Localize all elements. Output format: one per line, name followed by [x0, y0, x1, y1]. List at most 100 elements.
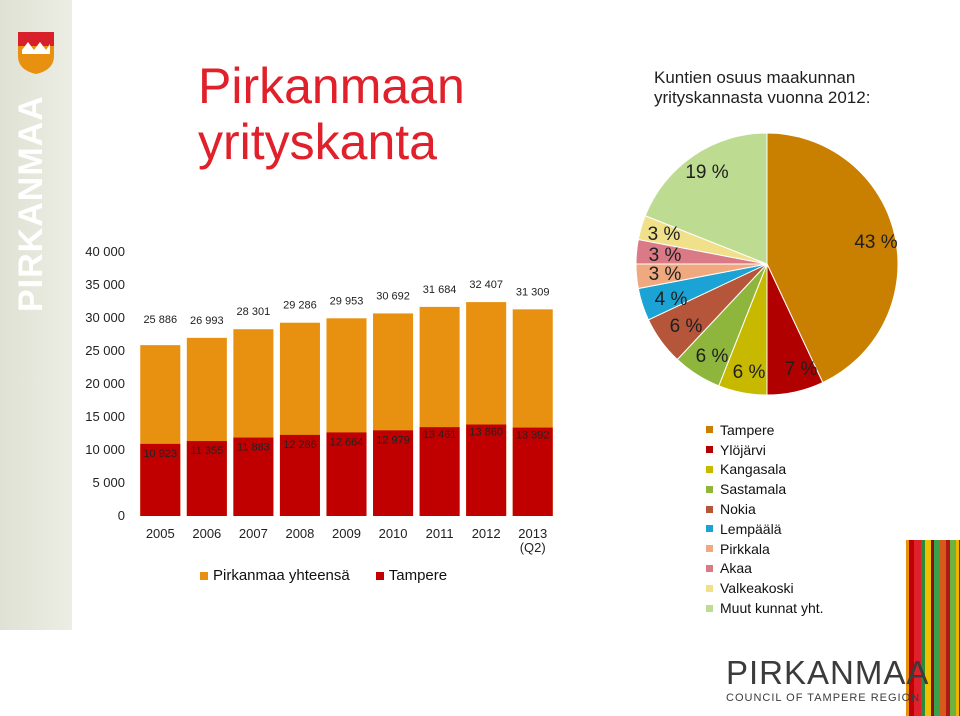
- legend-label: Valkeakoski: [720, 580, 794, 597]
- x-tick-label: 2007: [239, 526, 268, 541]
- bar-tampere: [466, 424, 507, 516]
- y-tick-label: 0: [118, 508, 125, 523]
- pie-legend-item: Valkeakoski: [706, 578, 824, 598]
- legend-label: Sastamala: [720, 481, 787, 498]
- pie-slice-label: 4 %: [655, 289, 688, 310]
- x-tick-label: 2009: [332, 526, 361, 541]
- legend-label: Akaa: [720, 560, 752, 577]
- data-label-tampere: 12 979: [376, 434, 410, 446]
- pie-legend-item: Sastamala: [706, 479, 824, 499]
- legend-swatch: [706, 505, 713, 513]
- data-label-tampere: 13 392: [516, 430, 550, 442]
- legend-label: Pirkanmaa yhteensä: [213, 567, 350, 584]
- bar-tampere: [326, 432, 367, 516]
- data-label-tampere: 11 355: [190, 445, 223, 457]
- pie-slice: [644, 132, 768, 265]
- x-tick-label: 2005: [146, 526, 175, 541]
- legend-label: Tampere: [720, 421, 775, 438]
- pie-slice-label: 6 %: [670, 316, 703, 337]
- pie-slice-label: 3 %: [649, 264, 682, 285]
- bar-tampere: [279, 434, 320, 516]
- bar-legend: Pirkanmaa yhteensä Tampere: [200, 567, 473, 584]
- pie-slice-label: 7 %: [785, 359, 818, 380]
- data-label-tampere: 10 923: [143, 448, 177, 460]
- data-label-tampere: 12 286: [283, 439, 317, 451]
- logo-subtitle: COUNCIL OF TAMPERE REGION: [726, 692, 921, 704]
- pie-title: Kuntien osuus maakunnan yrityskannasta v…: [654, 68, 871, 107]
- y-tick-label: 15 000: [85, 409, 125, 424]
- legend-label: Ylöjärvi: [720, 441, 766, 458]
- legend-swatch: [706, 525, 713, 533]
- legend-label: Muut kunnat yht.: [720, 600, 824, 617]
- pie-slice-label: 43 %: [854, 232, 897, 253]
- decorative-stripes: [906, 540, 960, 716]
- legend-swatch: [375, 571, 384, 580]
- x-tick-label: 2008: [285, 526, 314, 541]
- pie-legend-item: Ylöjärvi: [706, 440, 824, 460]
- legend-swatch: [706, 584, 713, 592]
- legend-swatch: [706, 545, 713, 553]
- legend-item-pirkanmaa: Pirkanmaa yhteensä: [200, 567, 350, 584]
- pie-legend-item: Akaa: [706, 559, 824, 579]
- data-label-tampere: 13 461: [423, 429, 457, 441]
- pie-legend-item: Muut kunnat yht.: [706, 598, 824, 618]
- pie-legend: Tampere Ylöjärvi Kangasala Sastamala Nokia Le…: [706, 420, 824, 618]
- x-tick-label: (Q2): [520, 540, 546, 555]
- legend-swatch: [706, 485, 713, 493]
- legend-item-tampere: Tampere: [375, 567, 448, 584]
- legend-label: Tampere: [388, 567, 448, 584]
- pie-slice-label: 3 %: [649, 245, 682, 266]
- bar-tampere: [512, 427, 553, 516]
- data-label-pirkanmaa: 29 953: [330, 295, 364, 307]
- footer-logo: PIRKANMAA COUNCIL OF TAMPERE REGION: [726, 654, 930, 705]
- data-label-pirkanmaa: 30 692: [376, 290, 410, 302]
- x-tick-label: 2013: [518, 526, 547, 541]
- page-title: Pirkanmaan yrityskanta: [198, 58, 465, 170]
- bar-tampere: [233, 437, 274, 516]
- data-label-tampere: 12 664: [330, 436, 364, 448]
- legend-swatch: [706, 426, 713, 434]
- side-band: [0, 0, 72, 630]
- pie-slice-label: 19 %: [685, 162, 728, 183]
- legend-label: Lempäälä: [720, 520, 782, 537]
- logo-name: PIRKANMAA: [726, 654, 930, 691]
- y-tick-label: 25 000: [85, 343, 125, 358]
- pie-legend-item: Nokia: [706, 499, 824, 519]
- data-label-pirkanmaa: 31 684: [423, 284, 457, 296]
- data-label-tampere: 11 883: [237, 442, 270, 454]
- pie-legend-item: Kangasala: [706, 460, 824, 480]
- data-label-pirkanmaa: 28 301: [237, 306, 271, 318]
- x-tick-label: 2012: [472, 526, 501, 541]
- pie-legend-item: Lempäälä: [706, 519, 824, 539]
- legend-swatch: [200, 571, 208, 580]
- y-tick-label: 5 000: [92, 475, 125, 490]
- legend-label: Nokia: [720, 501, 756, 518]
- bar-tampere: [373, 430, 414, 516]
- pie-slice: [766, 132, 899, 384]
- pie-legend-item: Pirkkala: [706, 539, 824, 559]
- data-label-pirkanmaa: 25 886: [143, 314, 177, 326]
- y-tick-label: 10 000: [85, 442, 125, 457]
- legend-label: Pirkkala: [720, 540, 770, 557]
- y-tick-label: 30 000: [85, 310, 125, 325]
- legend-swatch: [706, 446, 713, 454]
- legend-swatch: [706, 564, 713, 572]
- pie-legend-item: Tampere: [706, 420, 824, 440]
- data-label-pirkanmaa: 32 407: [469, 279, 503, 291]
- y-tick-label: 35 000: [85, 277, 125, 292]
- x-tick-label: 2011: [426, 526, 454, 541]
- legend-swatch: [706, 604, 713, 612]
- y-tick-label: 20 000: [85, 376, 125, 391]
- pie-slice-label: 6 %: [733, 362, 766, 383]
- bar-tampere: [140, 443, 181, 516]
- crest-icon: [18, 32, 54, 74]
- legend-swatch: [706, 465, 713, 473]
- data-label-pirkanmaa: 29 286: [283, 300, 317, 312]
- data-label-pirkanmaa: 31 309: [516, 286, 550, 298]
- pie-slice-label: 6 %: [696, 346, 729, 367]
- legend-label: Kangasala: [720, 461, 787, 478]
- x-tick-label: 2006: [192, 526, 221, 541]
- y-tick-label: 40 000: [85, 244, 125, 259]
